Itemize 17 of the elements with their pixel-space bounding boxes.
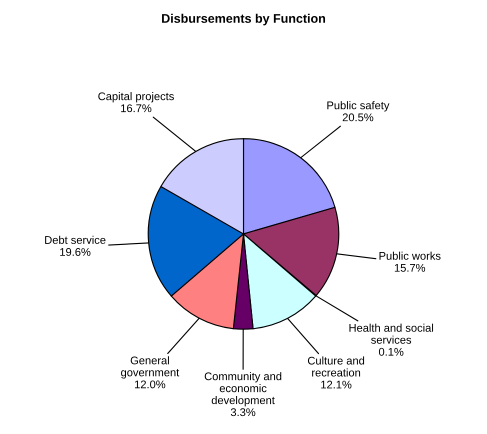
chart-title: Disbursements by Function bbox=[162, 14, 326, 26]
data-label: 12.1% bbox=[321, 380, 352, 388]
slice-label: Community and economic development bbox=[204, 372, 282, 406]
slice-label: Debt service bbox=[45, 236, 106, 244]
slice-label: Public works bbox=[380, 252, 441, 260]
slice-label: Public safety bbox=[327, 101, 390, 112]
data-label: 16.7% bbox=[121, 104, 152, 112]
data-label: 0.1% bbox=[378, 348, 404, 356]
slice-label: Health and social services bbox=[349, 324, 434, 344]
slice-label: General government bbox=[121, 356, 180, 379]
data-label: 15.7% bbox=[394, 264, 426, 272]
data-label: 20.5% bbox=[342, 113, 374, 122]
data-label: 19.6% bbox=[60, 248, 90, 256]
data-label: 12.0% bbox=[135, 380, 166, 388]
data-label: 3.3% bbox=[230, 408, 256, 416]
slice-label: Capital projects bbox=[98, 92, 174, 102]
slice-label: Culture and recreation bbox=[308, 356, 364, 377]
